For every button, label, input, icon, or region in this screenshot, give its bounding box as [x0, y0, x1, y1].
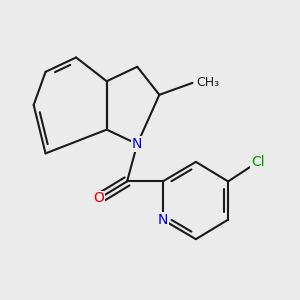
Text: N: N	[158, 213, 168, 226]
Text: Cl: Cl	[251, 155, 265, 169]
Text: N: N	[132, 137, 142, 151]
Text: O: O	[94, 191, 104, 206]
Text: CH₃: CH₃	[197, 76, 220, 89]
